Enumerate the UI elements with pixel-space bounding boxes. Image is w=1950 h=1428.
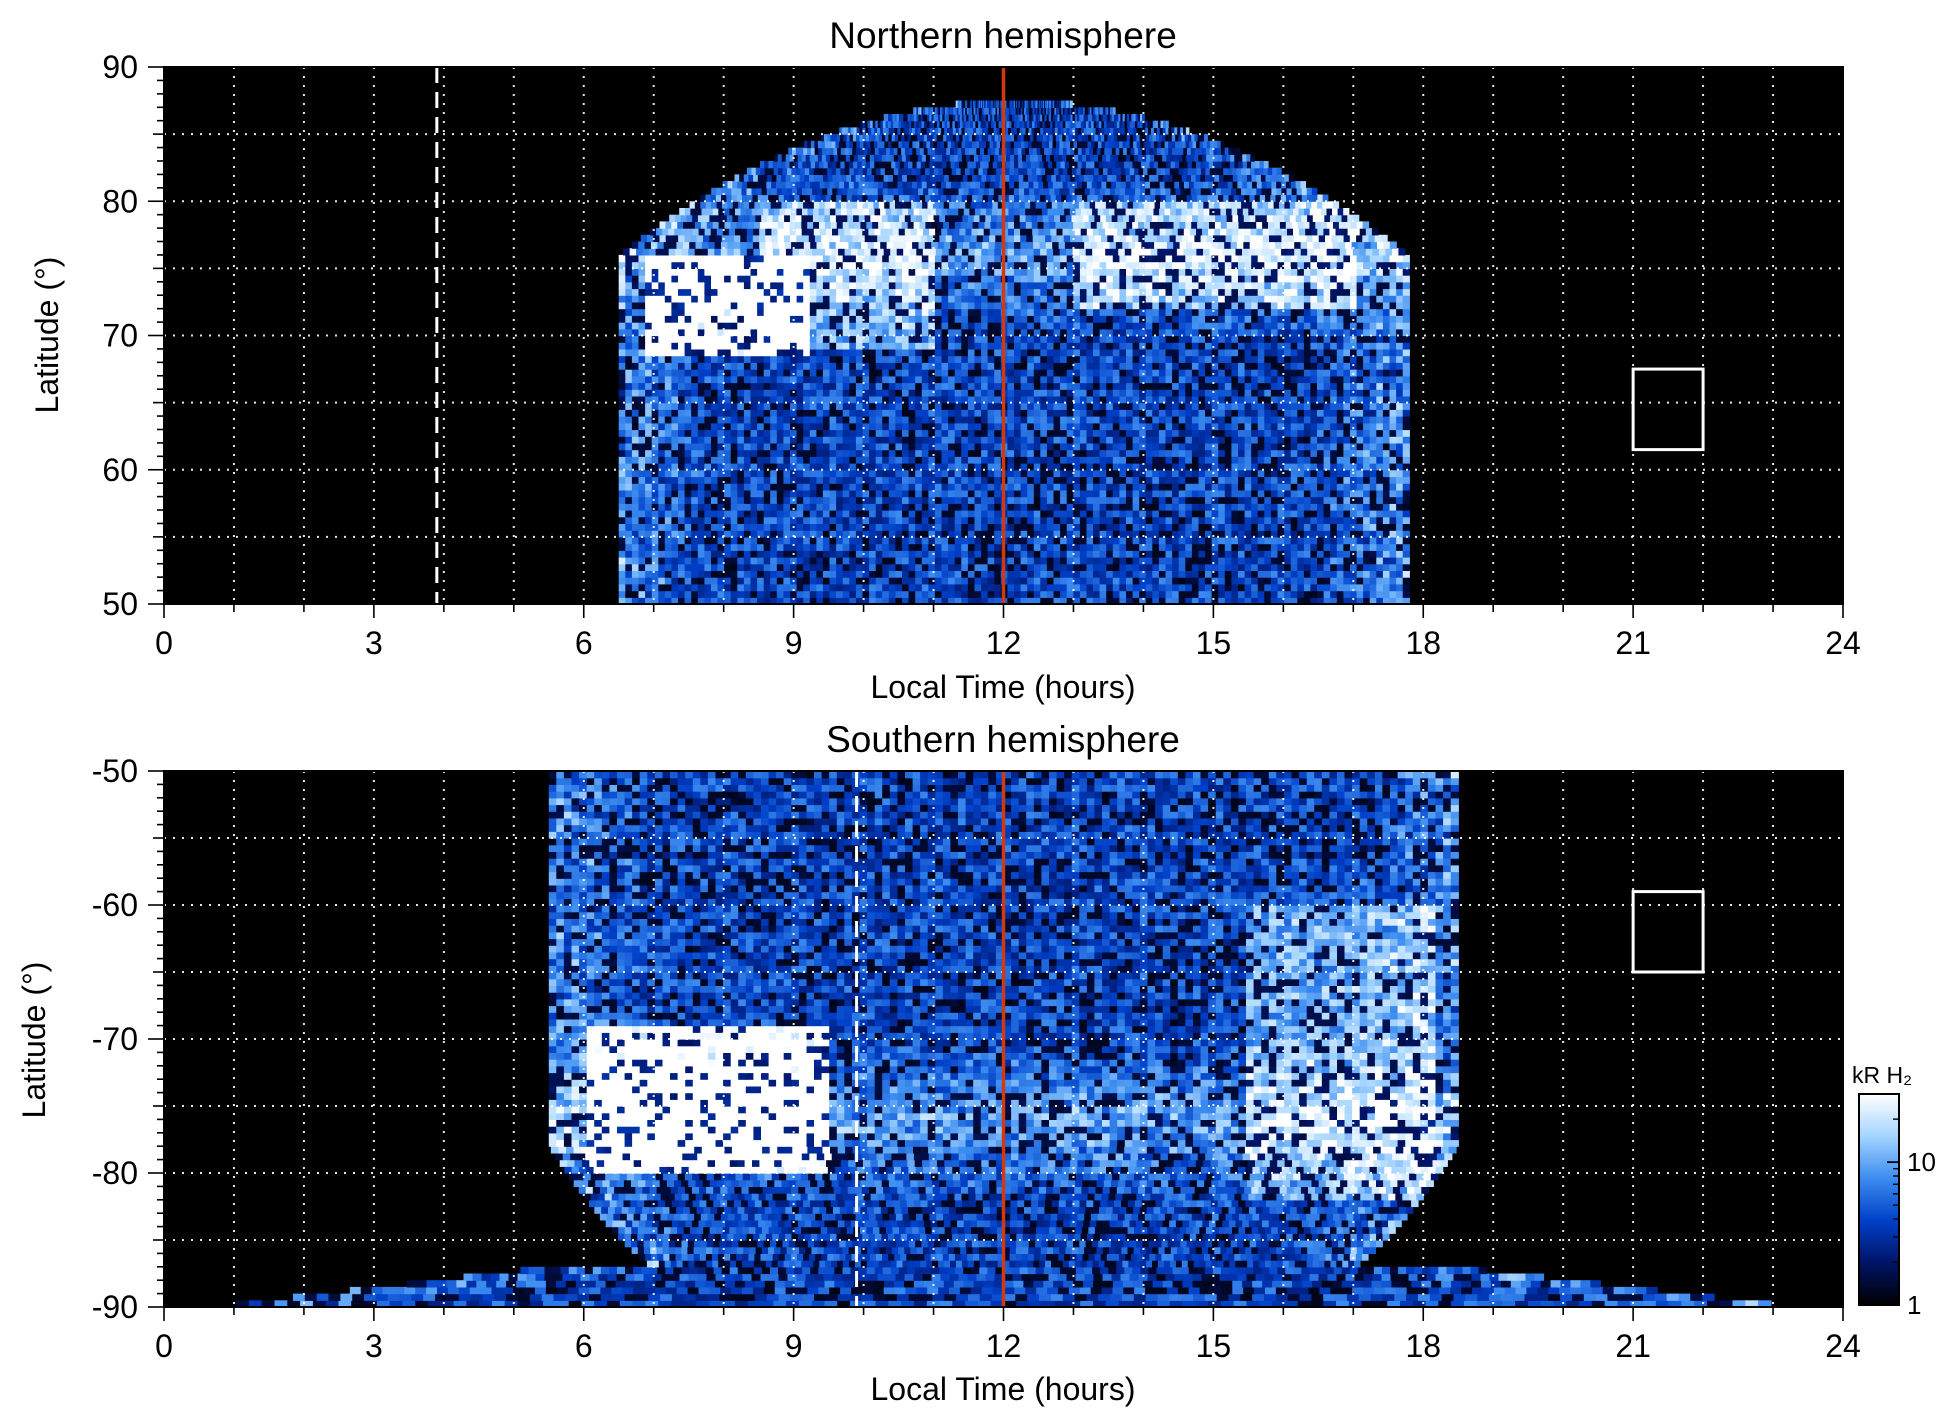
x-tick-label: 12: [986, 1328, 1022, 1364]
x-tick-label: 9: [785, 1328, 803, 1364]
x-tick-label: 3: [365, 625, 383, 661]
colorbar-tick-label: 10: [1907, 1147, 1936, 1177]
y-tick-label: 50: [102, 586, 138, 622]
x-tick-label: 9: [785, 625, 803, 661]
x-tick-label: 0: [155, 1328, 173, 1364]
x-tick-label: 15: [1196, 1328, 1232, 1364]
panel-southern-hemisphere: Southern hemisphere 0 3 6 9 12 15 18 21 24 -50 -60…: [16, 719, 1861, 1407]
x-tick-label: 24: [1825, 1328, 1861, 1364]
y-tick-label: 70: [102, 318, 138, 354]
panel-northern-hemisphere: Northern hemisphere 0 3 6 9 12 15 18 21 24 50 60 70…: [29, 15, 1861, 705]
y-tick-label: -60: [92, 887, 138, 923]
x-tick-label: 21: [1615, 1328, 1651, 1364]
y-tick-label: -90: [92, 1289, 138, 1325]
y-tick-label: 80: [102, 183, 138, 219]
panel-title: Northern hemisphere: [829, 15, 1177, 56]
x-tick-label: 21: [1615, 625, 1651, 661]
x-tick-label: 12: [986, 625, 1022, 661]
y-tick-label: -70: [92, 1021, 138, 1057]
y-tick-label: -80: [92, 1155, 138, 1191]
x-tick-label: 18: [1405, 625, 1441, 661]
colorbar-gradient: [1859, 1094, 1899, 1305]
colorbar-label: kR H₂: [1852, 1062, 1912, 1088]
x-tick-label: 18: [1405, 1328, 1441, 1364]
y-axis-label: Latitude (°): [29, 257, 65, 414]
colorbar: kR H₂ 1 10: [1852, 1062, 1936, 1320]
x-tick-label: 24: [1825, 625, 1861, 661]
heatmap-image: [619, 101, 1410, 605]
y-tick-label: 60: [102, 452, 138, 488]
x-tick-label: 6: [575, 625, 593, 661]
y-tick-label: 90: [102, 49, 138, 85]
x-tick-label: 15: [1196, 625, 1232, 661]
y-tick-label: -50: [92, 753, 138, 789]
panel-title: Southern hemisphere: [826, 719, 1180, 760]
colorbar-tick-label: 1: [1907, 1290, 1921, 1320]
x-tick-label: 3: [365, 1328, 383, 1364]
x-tick-label: 0: [155, 625, 173, 661]
x-axis-label: Local Time (hours): [871, 669, 1136, 705]
x-tick-label: 6: [575, 1328, 593, 1364]
x-axis-label: Local Time (hours): [871, 1371, 1136, 1407]
y-axis-label: Latitude (°): [16, 962, 52, 1119]
